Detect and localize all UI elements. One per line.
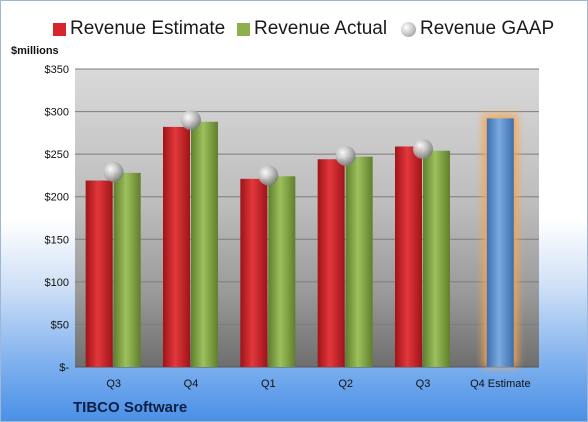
legend-swatch-green	[237, 22, 250, 36]
legend-label: Revenue GAAP	[420, 18, 555, 39]
y-axis-unit-label: $millions	[11, 45, 59, 57]
bar-revenue-actual	[345, 156, 373, 367]
x-tick-label: Q3	[416, 378, 431, 390]
legend-item-revenue-actual: Revenue Actual	[237, 15, 387, 43]
marker-revenue-gaap	[103, 162, 124, 183]
y-tick-label: $250	[45, 149, 69, 161]
y-tick-label: $350	[45, 64, 69, 76]
y-tick-label: $100	[45, 277, 69, 289]
legend-item-revenue-gaap: Revenue GAAP	[401, 15, 554, 43]
legend-sphere-icon	[401, 21, 416, 37]
y-tick-label: $-	[59, 362, 69, 374]
legend-item-revenue-estimate: Revenue Estimate	[53, 15, 225, 43]
legend: Revenue Estimate Revenue Actual Revenue …	[1, 15, 587, 45]
bar-revenue-estimate	[163, 126, 190, 367]
bar-revenue-actual	[268, 176, 296, 367]
marker-revenue-gaap	[413, 139, 433, 160]
bar-revenue-actual	[113, 172, 141, 367]
legend-label: Revenue Actual	[254, 18, 388, 39]
plot-area	[75, 69, 539, 367]
bar-revenue-actual	[191, 121, 218, 367]
y-tick-label: $200	[45, 192, 69, 204]
marker-revenue-gaap	[258, 165, 279, 186]
x-tick-label: Q4	[184, 378, 199, 390]
bar-revenue-estimate	[240, 178, 268, 367]
x-tick-label: Q3	[106, 378, 121, 390]
bar-revenue-estimate	[85, 180, 113, 367]
company-name: TIBCO Software	[73, 399, 188, 416]
y-tick-label: $50	[51, 319, 69, 331]
legend-swatch-red	[53, 22, 66, 36]
bar-revenue-estimate	[395, 146, 422, 367]
x-tick-label: Q4 Estimate	[470, 378, 531, 390]
bar-revenue-estimate	[317, 159, 345, 367]
x-tick-label: Q1	[261, 378, 276, 390]
marker-revenue-gaap	[335, 145, 356, 166]
legend-label: Revenue Estimate	[70, 18, 226, 39]
marker-revenue-gaap	[181, 110, 201, 131]
y-tick-label: $150	[45, 234, 69, 246]
y-tick-label: $300	[45, 107, 69, 119]
x-tick-label: Q2	[338, 378, 353, 390]
bar-q4-estimate	[486, 118, 514, 367]
bar-revenue-actual	[423, 150, 450, 367]
